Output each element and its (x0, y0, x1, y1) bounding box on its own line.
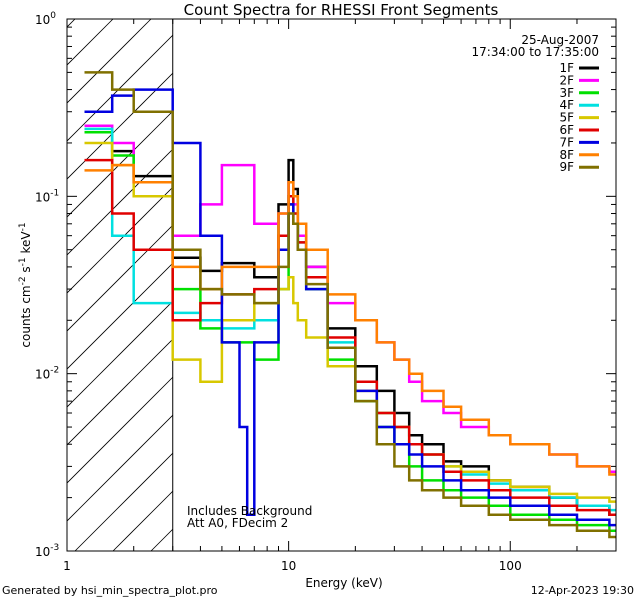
legend-label-5F: 5F (559, 111, 574, 125)
legend-label-1F: 1F (559, 61, 574, 75)
y-tick-label-1: 100 (35, 11, 56, 27)
legend-label-6F: 6F (559, 123, 574, 137)
axis-ticks (66, 18, 617, 552)
x-tick-label-1: 1 (63, 559, 71, 573)
y-tick-label-0.1: 10-1 (35, 188, 59, 204)
hatch-line (67, 19, 190, 142)
annotation-background: Includes Background (187, 504, 312, 518)
footer-timestamp: 12-Apr-2023 19:30 (531, 584, 634, 597)
footer-generated-by: Generated by hsi_min_spectra_plot.pro (2, 584, 218, 597)
time-range-label: 17:34:00 to 17:35:00 (472, 45, 599, 59)
x-tick-label-10: 10 (281, 559, 296, 573)
y-tick-label-0.001: 10-3 (35, 543, 59, 559)
hatch-mask (172, 19, 616, 551)
series-group (84, 71, 616, 539)
x-tick-label-100: 100 (499, 559, 522, 573)
hatch-line (67, 19, 228, 180)
legend-label-2F: 2F (559, 73, 574, 87)
y-axis-label: counts cm-2 s-1 keV-1 (18, 222, 33, 347)
y-tick-label-0.01: 10-2 (35, 366, 59, 382)
chart-title: Count Spectra for RHESSI Front Segments (184, 1, 499, 19)
series-line-4F (84, 127, 616, 512)
x-axis-label: Energy (keV) (305, 576, 382, 590)
series-line-9F (84, 71, 616, 539)
annotation-attenuator: Att A0, FDecim 2 (187, 516, 288, 530)
hatch-line (67, 19, 114, 66)
legend-label-9F: 9F (559, 160, 574, 174)
legend-label-4F: 4F (559, 98, 574, 112)
series-line-3F (84, 130, 616, 533)
legend-label-7F: 7F (559, 135, 574, 149)
legend-label-3F: 3F (559, 86, 574, 100)
series-line-5F (84, 141, 616, 503)
plot-frame (66, 18, 617, 552)
series-line-7F (84, 88, 616, 527)
legend-label-8F: 8F (559, 148, 574, 162)
hatch-line (67, 19, 76, 28)
series-line-6F (84, 158, 616, 517)
date-label: 25-Aug-2007 (521, 33, 599, 47)
